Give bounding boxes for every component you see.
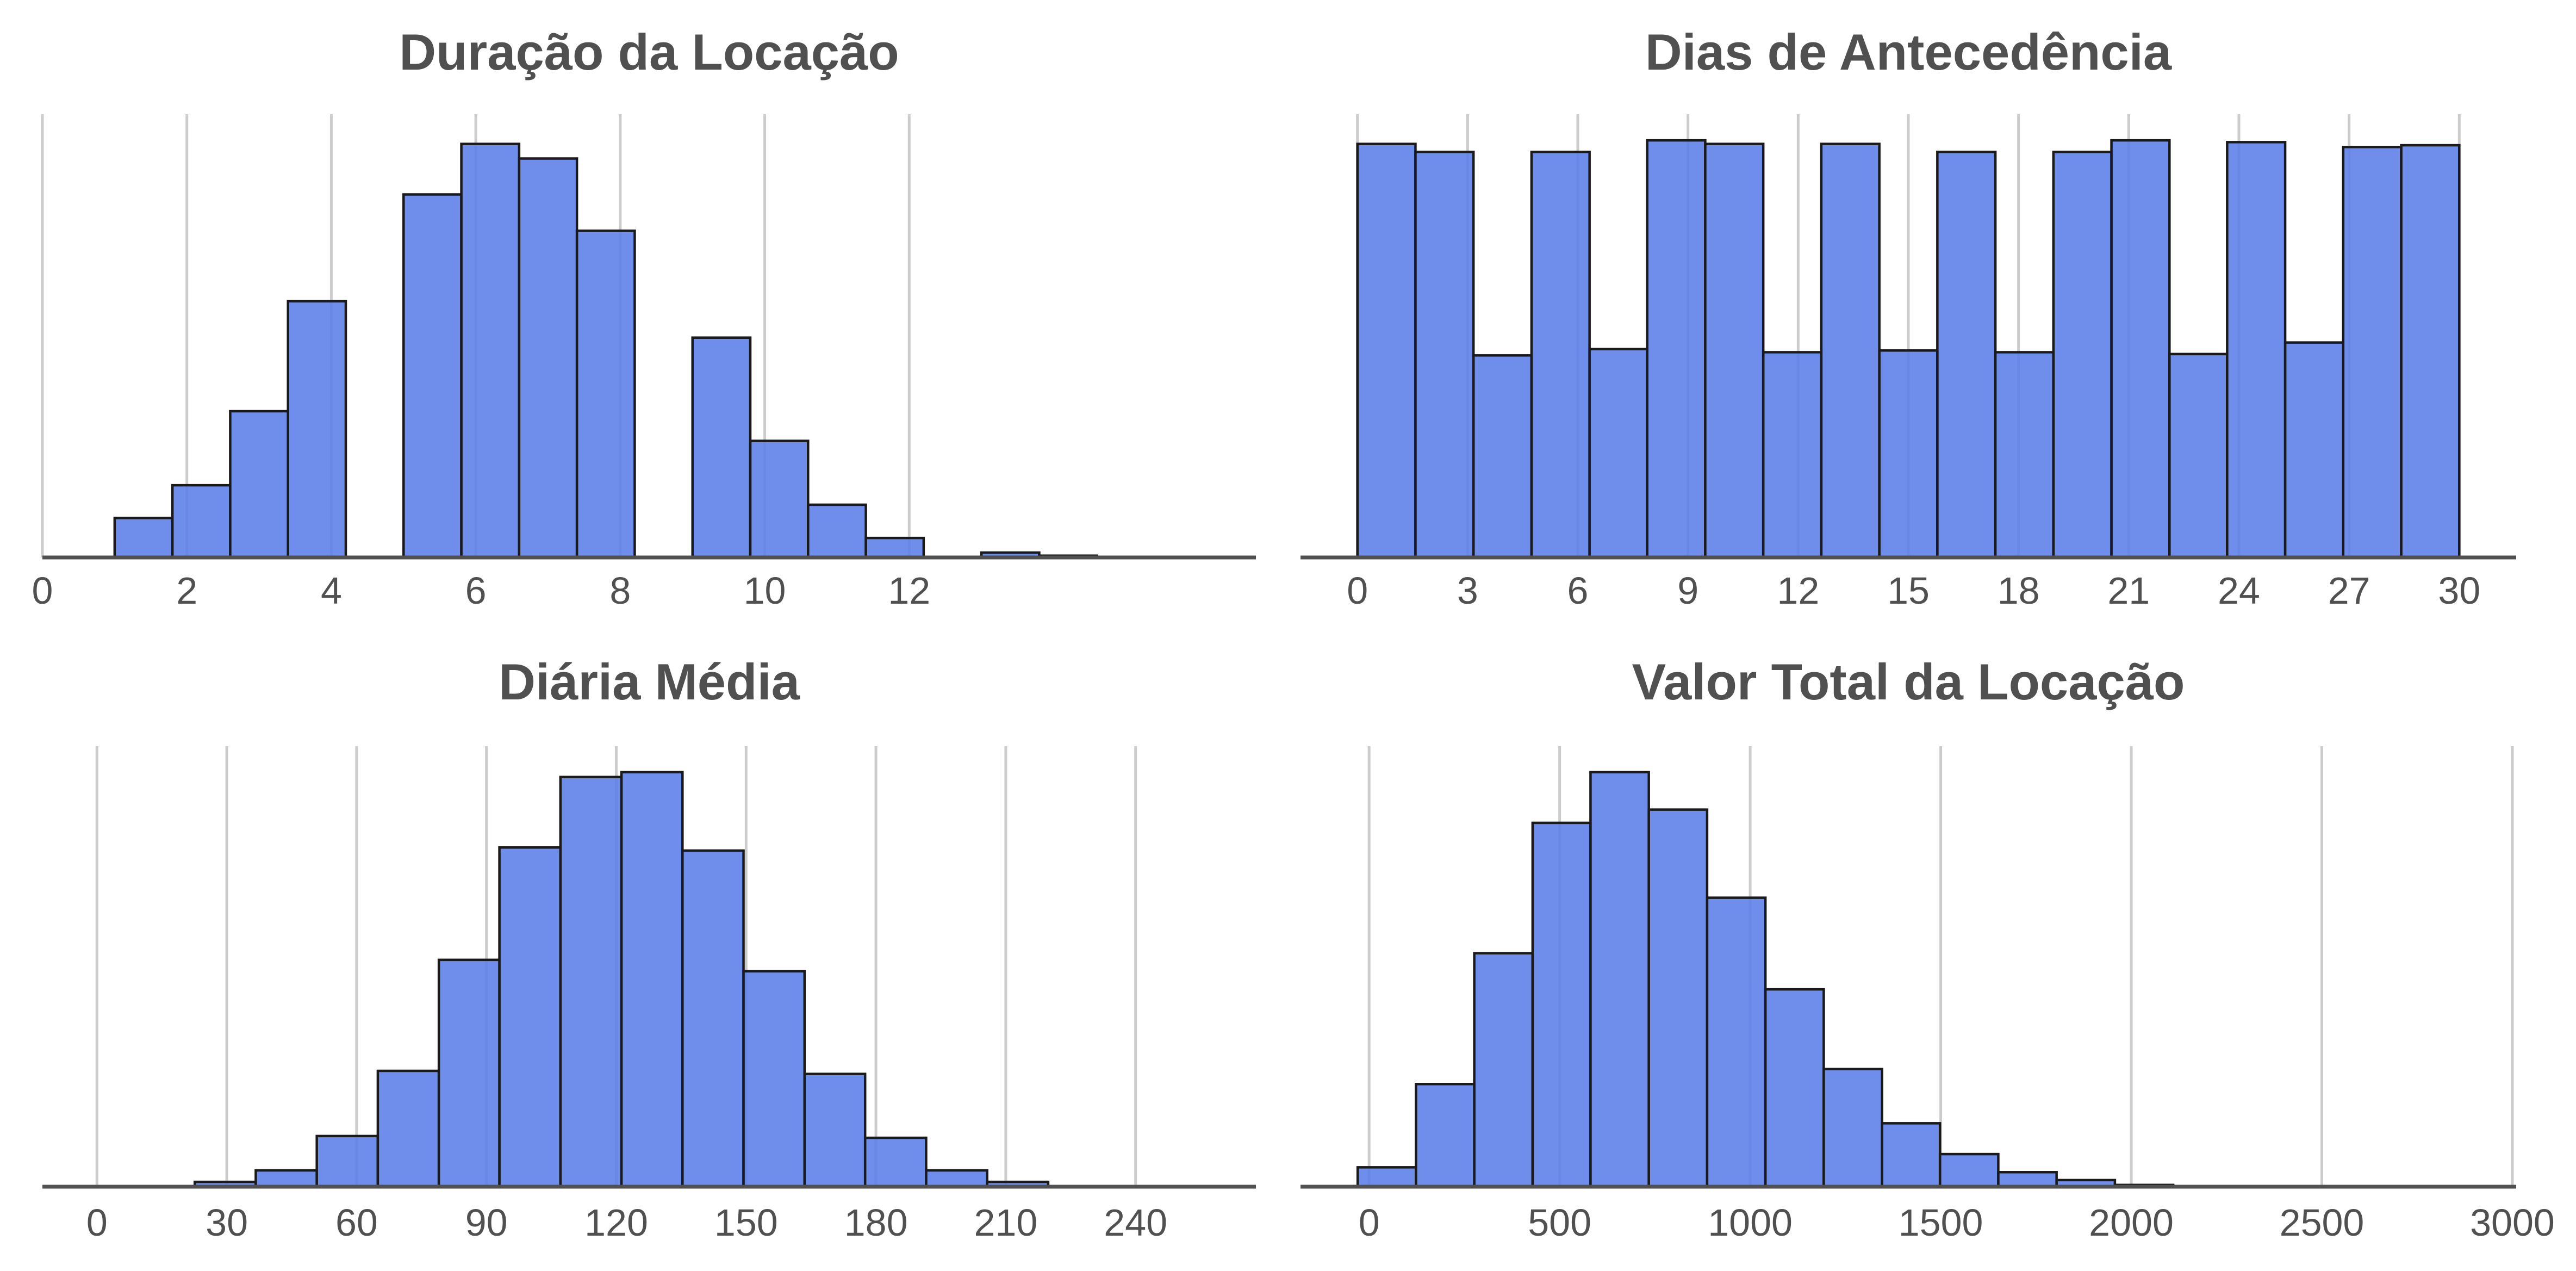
histogram-bar — [1356, 142, 1417, 559]
panel-title: Dias de Antecedência — [1645, 23, 2172, 80]
x-tick-label: 90 — [465, 1201, 508, 1244]
histogram-bar — [807, 503, 867, 559]
x-tick-label: 10 — [744, 569, 786, 612]
x-tick-label: 6 — [465, 569, 487, 612]
histogram-bar — [1356, 1166, 1417, 1188]
x-tick-label: 0 — [1359, 1201, 1380, 1244]
histogram-bar — [460, 142, 521, 559]
x-tick-label: 2500 — [2280, 1201, 2365, 1244]
histogram-bar — [2168, 352, 2229, 559]
x-tick-label: 30 — [2438, 569, 2480, 612]
histogram-bar — [1530, 151, 1591, 559]
x-tick-label: 9 — [1677, 569, 1698, 612]
histogram-bar — [315, 1134, 379, 1188]
histogram-bar — [863, 1136, 928, 1188]
histogram-bar — [1764, 988, 1825, 1188]
histogram-bar — [864, 536, 925, 559]
histogram-bar — [2400, 144, 2461, 559]
histogram-bar — [575, 230, 636, 559]
histogram-bar — [742, 970, 806, 1188]
histogram-panel-2: 0 3 6 9 12 15 18 21 24 27 30 Dias de Antecedência — [1301, 23, 2516, 612]
x-tick-label: 2000 — [2089, 1201, 2174, 1244]
x-tick-label: 18 — [1998, 569, 2040, 612]
histogram-bar — [518, 157, 578, 559]
histogram-panel-3: 0 30 60 90 120 150 180 210 240 Diária Média — [42, 653, 1256, 1244]
x-tick-label: 0 — [86, 1201, 108, 1244]
x-tick-label: 24 — [2218, 569, 2260, 612]
histogram-bar — [287, 300, 347, 559]
x-tick-label: 15 — [1887, 569, 1930, 612]
histogram-bar — [113, 517, 174, 559]
histogram-bar — [1994, 351, 2055, 559]
x-tick-label: 60 — [335, 1201, 378, 1244]
histogram-bar — [229, 410, 289, 559]
histogram-bar — [1473, 952, 1534, 1188]
panel-title: Duração da Locação — [399, 23, 899, 80]
histogram-bar — [803, 1072, 867, 1188]
x-tick-label: 6 — [1567, 569, 1589, 612]
x-tick-label: 12 — [888, 569, 930, 612]
histogram-bar — [1531, 821, 1592, 1188]
histogram-bar — [2110, 139, 2171, 559]
histogram-bar — [681, 849, 745, 1188]
histogram-bar — [1704, 142, 1765, 559]
histogram-bar — [1589, 771, 1650, 1188]
x-tick-label: 12 — [1777, 569, 1819, 612]
histogram-bar — [620, 771, 684, 1188]
histogram-bar — [437, 958, 501, 1188]
x-tick-label: 500 — [1528, 1201, 1591, 1244]
histogram-panel-1: 0 2 4 6 8 10 12 Duração da Locação — [32, 23, 1256, 612]
histogram-bar — [2342, 146, 2403, 559]
x-tick-label: 120 — [584, 1201, 648, 1244]
histogram-bar — [171, 483, 232, 559]
histogram-bar — [254, 1169, 318, 1188]
histogram-bar — [1647, 808, 1709, 1188]
x-tick-label: 21 — [2107, 569, 2150, 612]
histogram-bar — [2283, 341, 2345, 559]
x-tick-label: 240 — [1104, 1201, 1167, 1244]
histogram-bar — [1997, 1171, 2058, 1188]
histogram-bar — [2226, 141, 2287, 559]
x-tick-label: 8 — [609, 569, 631, 612]
histogram-bar — [1588, 348, 1648, 559]
histogram-bar — [498, 846, 562, 1188]
x-tick-label: 4 — [321, 569, 342, 612]
x-tick-label: 1500 — [1899, 1201, 1983, 1244]
histogram-bar — [1820, 142, 1881, 559]
histogram-bar — [1762, 351, 1823, 559]
histogram-bar — [402, 193, 463, 559]
x-tick-label: 3000 — [2470, 1201, 2555, 1244]
histogram-bar — [1822, 1068, 1883, 1188]
histogram-bar — [1936, 151, 1997, 559]
x-tick-label: 150 — [714, 1201, 778, 1244]
histogram-bar — [2052, 151, 2113, 559]
histogram-bar — [925, 1169, 988, 1188]
histogram-bar — [559, 776, 623, 1188]
histogram-panel-4: 0 500 1000 1500 2000 2500 3000 Valor Total da L… — [1301, 653, 2555, 1244]
x-tick-label: 27 — [2328, 569, 2370, 612]
histogram-bar — [1938, 1152, 2000, 1188]
histogram-bar — [691, 336, 752, 559]
histogram-bar — [1706, 896, 1767, 1188]
histogram-bar — [749, 439, 810, 559]
x-tick-label: 180 — [844, 1201, 908, 1244]
histogram-bar — [1646, 139, 1707, 559]
x-tick-label: 0 — [1347, 569, 1368, 612]
x-tick-label: 2 — [176, 569, 197, 612]
histogram-bar — [1878, 349, 1939, 559]
x-tick-label: 3 — [1457, 569, 1478, 612]
histogram-bar — [376, 1069, 440, 1188]
histogram-bar — [1881, 1122, 1942, 1188]
x-tick-label: 210 — [974, 1201, 1038, 1244]
histogram-bar — [1472, 354, 1533, 559]
x-tick-label: 0 — [32, 569, 53, 612]
x-tick-label: 1000 — [1708, 1201, 1793, 1244]
panel-title: Diária Média — [499, 653, 800, 710]
panel-title: Valor Total da Locação — [1632, 653, 2185, 710]
histogram-bar — [1414, 151, 1475, 559]
histogram-bar — [1415, 1083, 1476, 1188]
x-tick-label: 30 — [206, 1201, 248, 1244]
